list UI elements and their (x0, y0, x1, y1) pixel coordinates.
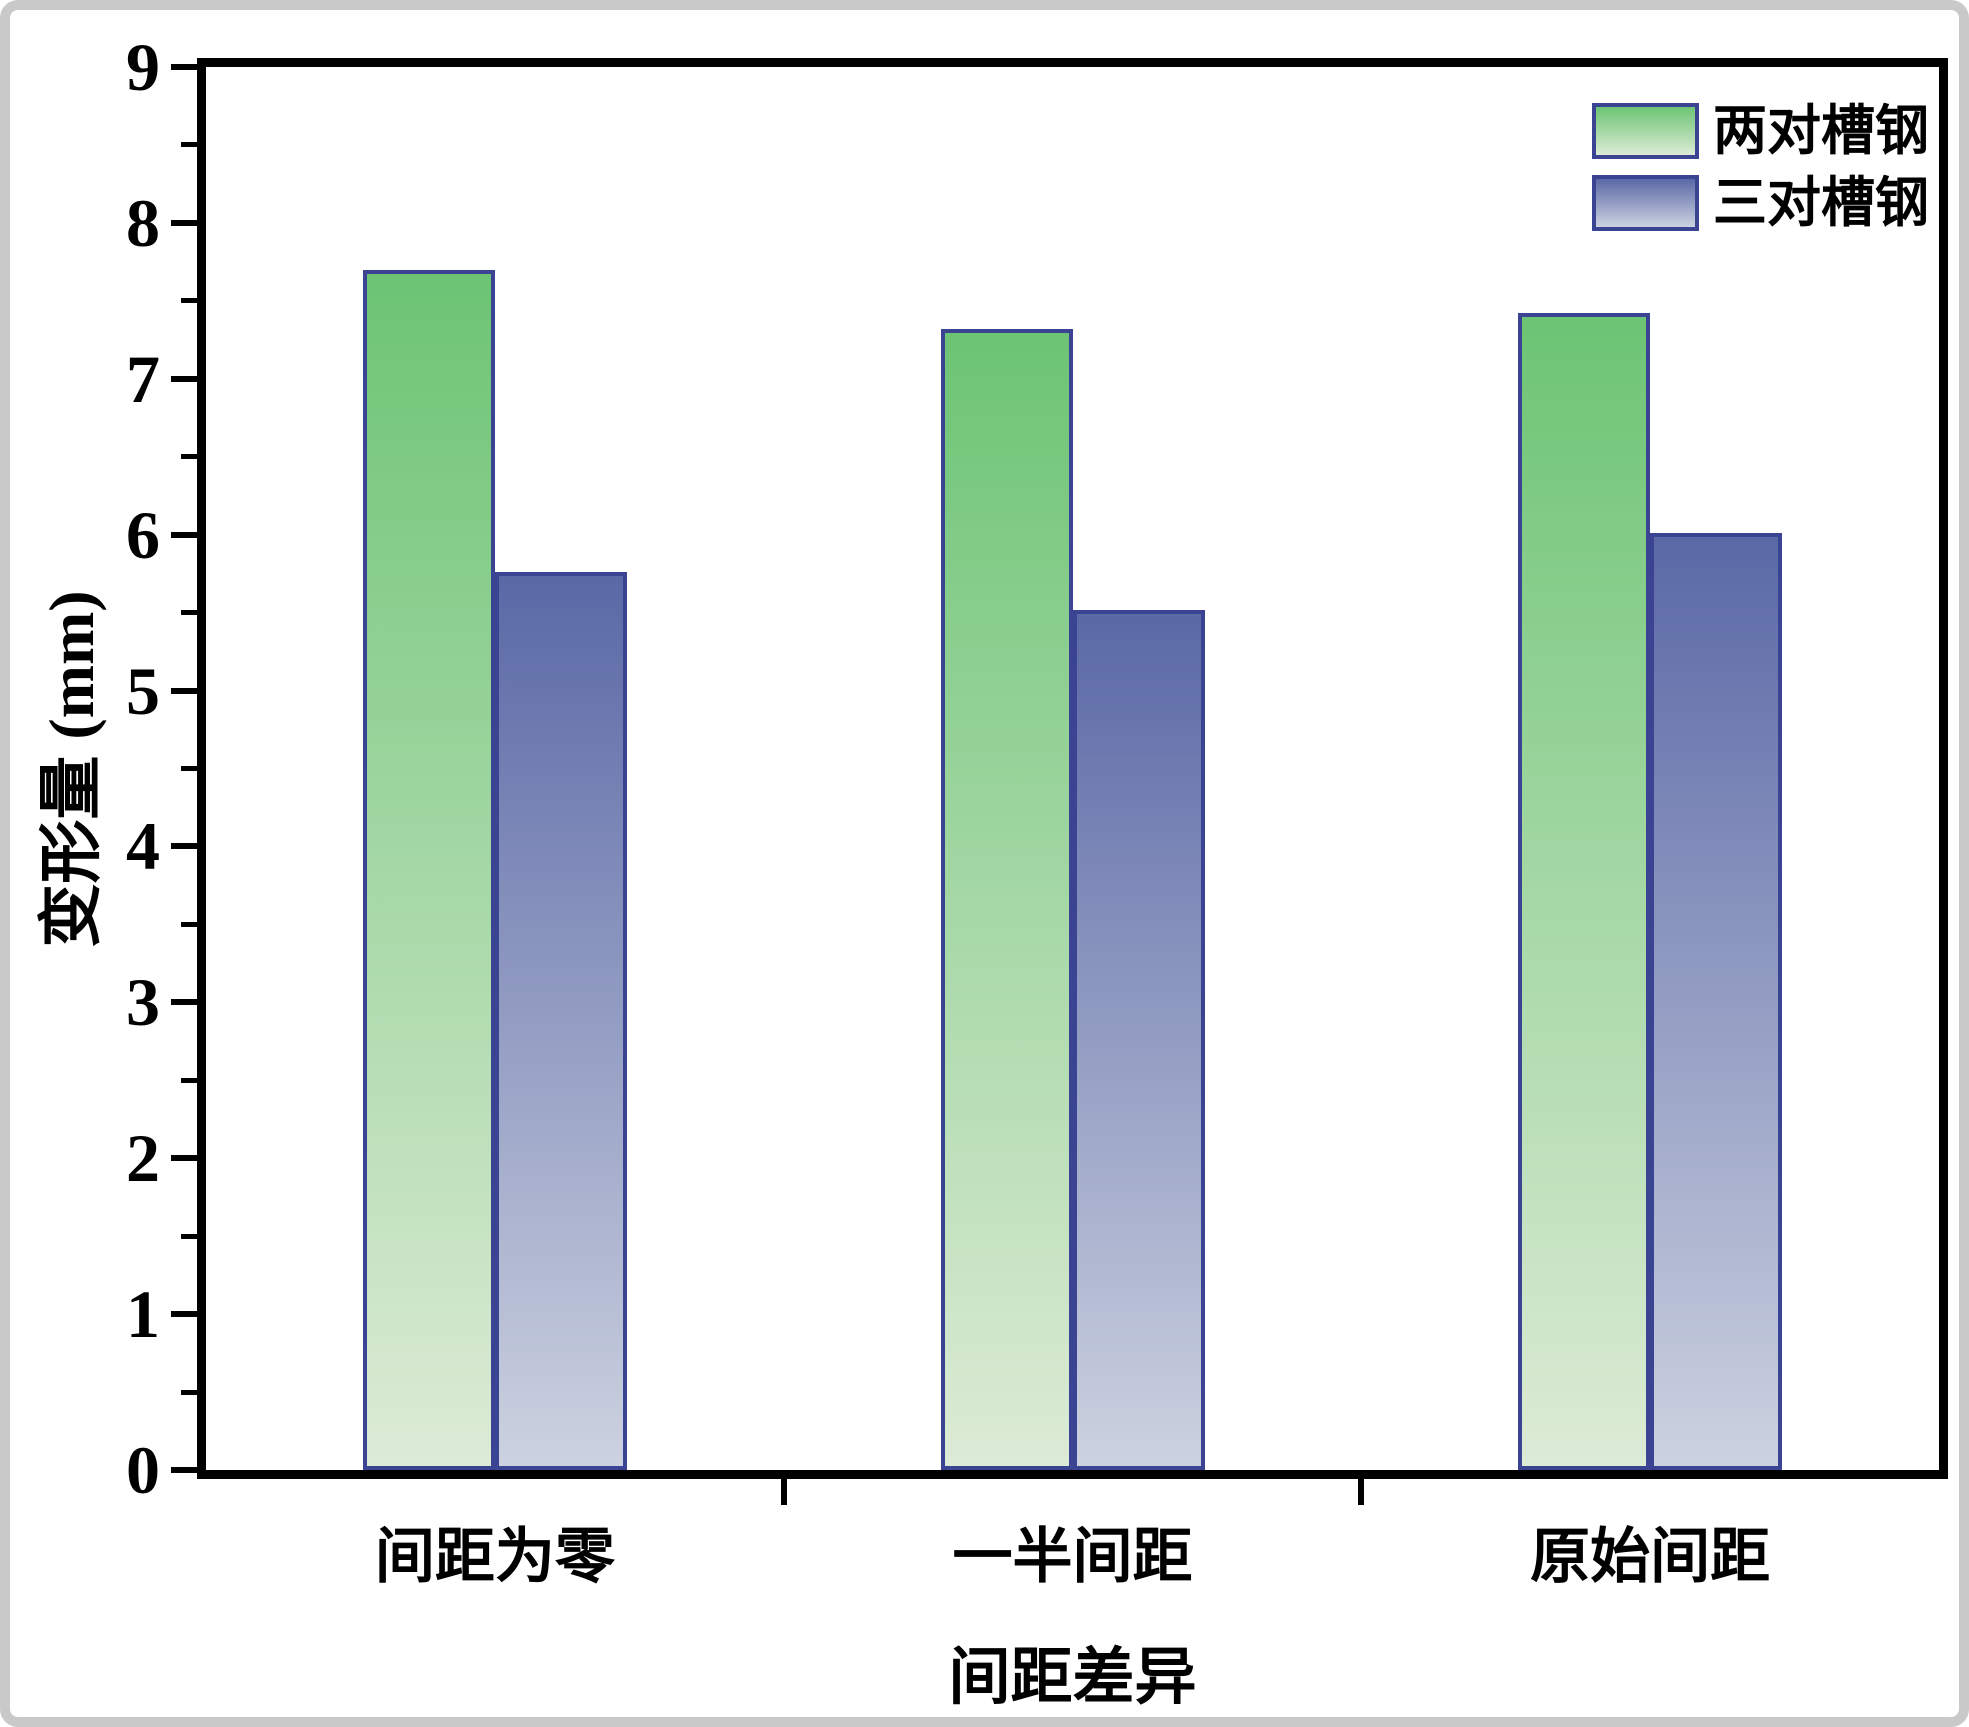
y-minor-tick (181, 454, 197, 460)
y-minor-tick (181, 766, 197, 771)
x-category-label: 一半间距 (952, 1524, 1193, 1590)
y-minor-tick (181, 1233, 197, 1239)
y-major-tick (171, 843, 197, 850)
y-major-tick (171, 1311, 197, 1318)
y-tick-label: 3 (126, 964, 160, 1041)
y-major-tick (171, 375, 197, 382)
y-major-tick (171, 219, 197, 226)
x-major-tick (780, 1479, 787, 1505)
y-tick-label: 5 (126, 652, 160, 729)
legend-row: 两对槽钢 (1592, 103, 1929, 159)
y-major-tick (171, 1155, 197, 1162)
legend-swatch-1 (1592, 175, 1699, 231)
y-tick-label: 2 (126, 1120, 160, 1197)
y-major-tick (171, 999, 197, 1006)
legend-label-1: 三对槽钢 (1713, 173, 1929, 233)
bar-s1-c0 (494, 572, 627, 1470)
x-major-tick (1358, 1479, 1365, 1505)
y-minor-tick (181, 298, 197, 304)
legend-label-0: 两对槽钢 (1713, 101, 1929, 161)
bar-s0-c1 (940, 328, 1073, 1470)
x-axis-title: 间距差异 (948, 1644, 1197, 1712)
plot-frame: 两对槽钢 三对槽钢 (197, 58, 1948, 1479)
y-minor-tick (181, 610, 197, 616)
y-major-tick (171, 531, 197, 538)
y-tick-label: 4 (126, 808, 160, 885)
y-tick-label: 8 (126, 184, 160, 261)
y-major-tick (171, 64, 197, 70)
y-major-tick (171, 1467, 197, 1473)
y-axis-title: 变形量 (mm) (36, 589, 107, 948)
y-major-tick (171, 687, 197, 694)
y-tick-label: 9 (126, 29, 160, 105)
y-tick-label: 6 (126, 496, 160, 573)
legend-row: 三对槽钢 (1592, 175, 1929, 231)
x-category-label: 间距为零 (374, 1524, 615, 1590)
bar-s0-c2 (1518, 313, 1651, 1470)
bar-s1-c2 (1650, 533, 1783, 1470)
y-minor-tick (181, 921, 197, 927)
legend: 两对槽钢 三对槽钢 (1592, 103, 1929, 231)
bar-s0-c0 (362, 269, 495, 1470)
legend-swatch-0 (1592, 103, 1699, 159)
y-tick-label: 0 (126, 1432, 160, 1508)
y-minor-tick (181, 142, 197, 148)
y-tick-label: 7 (126, 340, 160, 417)
plot-area (206, 67, 1939, 1470)
bar-s1-c1 (1072, 609, 1205, 1470)
y-tick-label: 1 (126, 1276, 160, 1353)
y-minor-tick (181, 1077, 197, 1083)
x-category-label: 原始间距 (1530, 1524, 1771, 1590)
y-minor-tick (181, 1389, 197, 1395)
